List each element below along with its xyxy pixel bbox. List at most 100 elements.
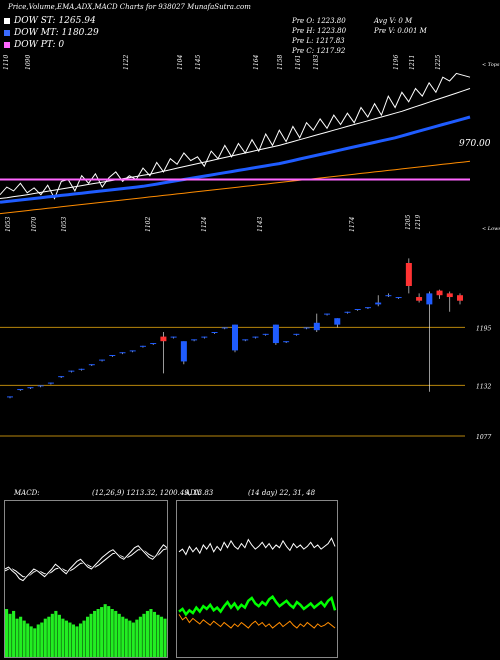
adx-panel [176, 500, 338, 658]
macd-title: MACD: [14, 489, 40, 497]
candle-body [446, 293, 453, 298]
ema-bottom-label: 1070 [31, 217, 38, 232]
macd-histogram-bar [152, 611, 157, 657]
ohlc-open: Pre O: 1223.80 [292, 17, 346, 25]
macd-histogram-bar [103, 604, 107, 657]
ema-top-label: 1183 [313, 55, 320, 70]
legend-label-pt: DOW PT: 0 [14, 40, 65, 50]
ema-top-label: 1158 [277, 55, 284, 70]
macd-histogram-bar [8, 613, 12, 657]
candle-body [375, 302, 382, 305]
legend-item-st: DOW ST: 1265.94 [4, 16, 99, 26]
candle-body [221, 327, 228, 329]
candle-body [191, 339, 198, 341]
candle-body [180, 341, 187, 362]
macd-histogram-bar [110, 609, 114, 657]
macd-histogram-bar [86, 616, 90, 657]
macd-histogram-bar [29, 626, 33, 657]
ema-top-label: 1211 [409, 55, 416, 70]
candle-body [334, 318, 341, 325]
macd-panel [4, 500, 168, 658]
macd-histogram-bar [135, 619, 139, 657]
ema-bottom-label: 1124 [201, 217, 208, 232]
ohlc-block: Pre O: 1223.80 Pre H: 1223.80 Pre L: 121… [292, 16, 346, 56]
ema-top-label: 1196 [393, 55, 400, 70]
ema-corner-label: < Tops [482, 62, 500, 68]
ema-right-label: 970.00 [459, 139, 491, 149]
price-level-label: 1077 [476, 434, 491, 441]
candle-body [150, 343, 157, 345]
ema-bottom-label: 1174 [349, 217, 356, 232]
macd-histogram-bar [26, 623, 30, 657]
macd-histogram-bar [114, 610, 118, 657]
macd-histogram-bar [163, 618, 167, 657]
macd-histogram-bar [12, 610, 16, 657]
candle-body [119, 352, 126, 354]
legend-item-pt: DOW PT: 0 [4, 40, 99, 50]
ema-top-label: 1164 [253, 55, 260, 70]
candle-body [211, 332, 218, 333]
macd-histogram-bar [142, 613, 146, 657]
macd-histogram-bar [156, 614, 160, 657]
macd-histogram-bar [96, 609, 100, 657]
candle-body [232, 324, 238, 351]
macd-histogram-bar [68, 622, 72, 657]
candle-body [262, 333, 269, 335]
candle-body [68, 370, 75, 372]
candle-body [283, 341, 290, 343]
legend-swatch-mt [4, 29, 10, 36]
candle-body [364, 307, 371, 309]
candle-body [58, 376, 65, 378]
ema-line-0 [0, 72, 471, 200]
macd-histogram-bar [57, 614, 61, 657]
ema-top-label: 1110 [3, 55, 10, 70]
price-top-label: 1205 [405, 215, 412, 230]
candle-body [436, 290, 443, 296]
macd-histogram-bar [40, 622, 44, 657]
candle-body [242, 339, 249, 341]
candle-body [109, 355, 116, 356]
avg-volume: Avg V: 0 M [374, 17, 413, 25]
candle-body [139, 345, 146, 347]
macd-histogram-bar [89, 613, 93, 657]
candle-body [7, 396, 13, 398]
candle-body [426, 293, 433, 305]
ohlc-close: Pre C: 1217.92 [292, 47, 346, 55]
candle-body [27, 387, 34, 389]
macd-histogram-bar [117, 613, 121, 657]
volume-block: Avg V: 0 M Pre V: 0.001 M [374, 16, 427, 36]
candle-body [303, 327, 310, 329]
candle-body [17, 389, 24, 391]
chart-title: Price,Volume,EMA,ADX,MACD Charts for 938… [8, 3, 251, 11]
candle-body [272, 324, 279, 344]
candle-body [129, 350, 136, 352]
macd-histogram-bar [107, 606, 111, 657]
macd-histogram-bar [82, 620, 86, 657]
legend: DOW ST: 1265.94 DOW MT: 1180.29 DOW PT: … [4, 16, 99, 50]
macd-histogram-bar [131, 622, 135, 657]
prev-volume: Pre V: 0.001 M [374, 27, 427, 35]
ema-top-label: 1090 [25, 55, 32, 70]
macd-histogram-bar [50, 613, 54, 657]
macd-histogram-bar [121, 616, 125, 657]
ema-bottom-label: 1053 [61, 217, 68, 232]
macd-histogram-bar [149, 609, 153, 657]
macd-histogram-bar [78, 623, 83, 657]
adx-params: (14 day) 22, 31, 48 [248, 489, 316, 497]
candle-body [170, 336, 177, 338]
macd-histogram-bar [124, 618, 128, 657]
main-chart: 1110 1090 1122 1104 1145 1164 1158 1161 1183 1196… [0, 55, 500, 441]
candle-body [37, 385, 44, 387]
candle-body [293, 333, 300, 335]
ema-top-label: 1104 [177, 55, 184, 70]
adx-line-0 [178, 537, 336, 556]
price-level-label: 1195 [476, 325, 491, 332]
price-top-label: 1219 [415, 215, 422, 230]
macd-histogram-bar [71, 624, 76, 657]
ema-top-label: 1225 [435, 55, 442, 70]
candle-body [252, 336, 259, 338]
candle-body [160, 336, 167, 342]
candle-body [457, 295, 463, 301]
macd-histogram-bar [15, 618, 19, 657]
legend-swatch-st [4, 17, 10, 24]
